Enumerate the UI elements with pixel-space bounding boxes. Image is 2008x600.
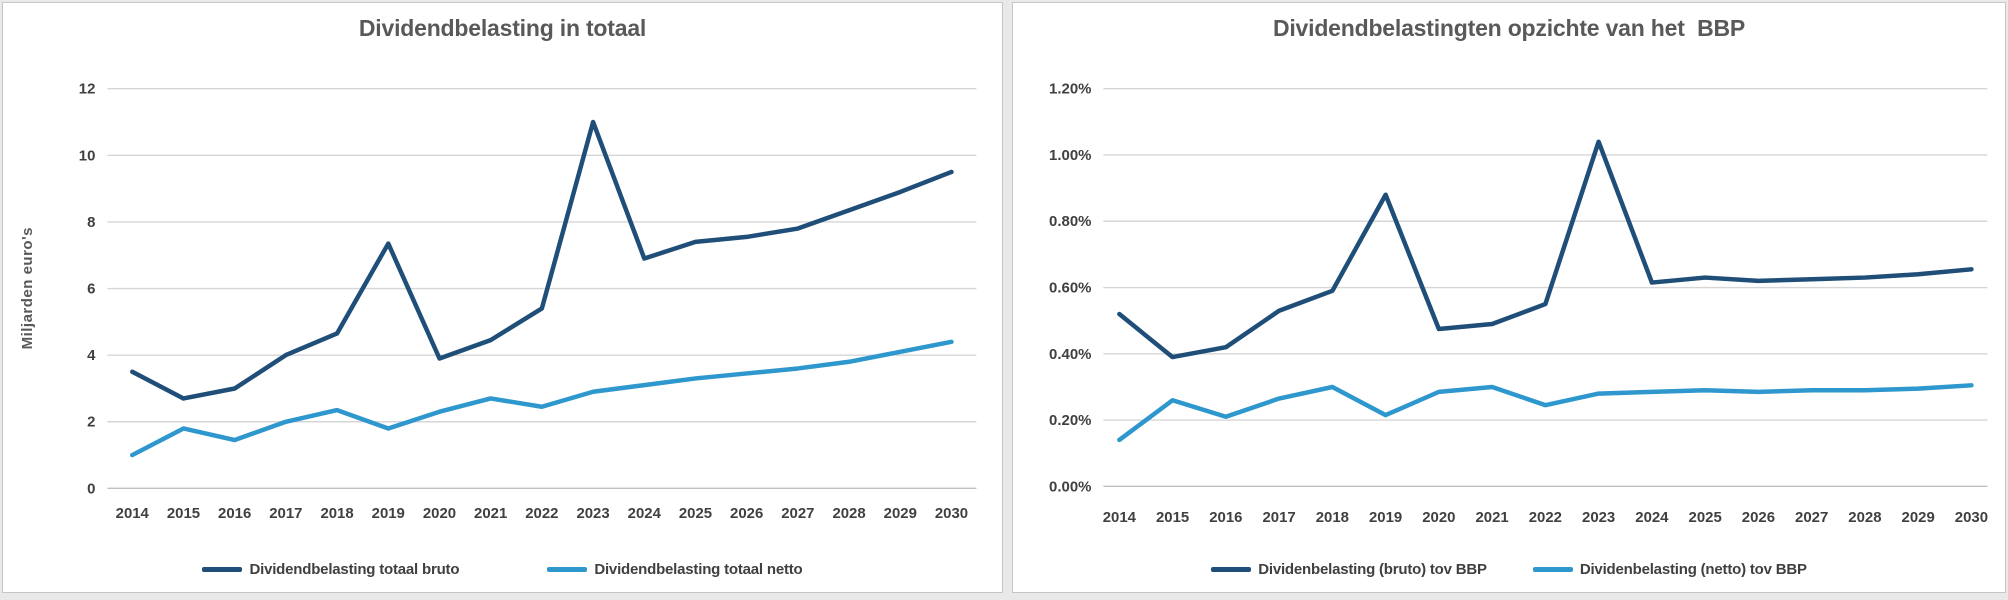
x-tick-label: 2014: [1103, 509, 1137, 526]
x-tick-label: 2028: [1848, 509, 1881, 526]
legend-label: Dividendbelasting totaal bruto: [249, 561, 460, 578]
y-tick-label: 6: [87, 281, 95, 298]
series-line: [130, 119, 954, 401]
chart-panel-dividend-totaal: Dividendbelasting in totaal Miljarden eu…: [2, 2, 1003, 593]
x-tick-label: 2029: [884, 505, 917, 522]
y-tick-label: 0: [87, 480, 95, 497]
x-tick-label: 2022: [1529, 509, 1562, 526]
chart-panel-dividend-bbp: Dividendbelastingten opzichte van het BB…: [1012, 2, 2006, 593]
x-tick-label: 2016: [1209, 509, 1242, 526]
y-tick-label: 1.00%: [1049, 147, 1091, 164]
chart-title: Dividendbelasting in totaal: [358, 15, 647, 41]
x-tick-label: 2027: [1795, 509, 1828, 526]
chart-legend: Dividendbelasting totaal bruto Dividendbe…: [3, 561, 1002, 578]
x-tick-label: 2015: [167, 505, 200, 522]
y-tick-label: 0.60%: [1049, 280, 1091, 297]
x-tick-label: 2025: [1689, 509, 1722, 526]
legend-item: Dividendbelasting totaal netto: [547, 561, 803, 578]
x-tick-label: 2019: [1369, 509, 1402, 526]
y-tick-label: 10: [79, 147, 96, 164]
legend-item: Dividenbelasting (netto) tov BBP: [1532, 561, 1807, 578]
series-line: [130, 339, 954, 458]
x-tick-label: 2017: [269, 505, 302, 522]
x-tick-label: 2024: [628, 505, 662, 522]
x-tick-label: 2026: [1742, 509, 1775, 526]
y-tick-label: 12: [79, 81, 96, 98]
y-tick-label: 0.00%: [1049, 478, 1091, 495]
legend-label: Dividendbelasting totaal netto: [594, 561, 803, 578]
legend-swatch-icon: [547, 567, 588, 572]
series-line: [1117, 383, 1974, 443]
x-tick-label: 2019: [372, 505, 405, 522]
line-chart-dividend-bbp: 0.00% 0.20% 0.40% 0.60% 0.80% 1.00% 1.20% 2014 2…: [1049, 81, 1988, 527]
y-tick-label: 8: [87, 214, 95, 231]
legend-swatch-icon: [1211, 567, 1252, 572]
x-tick-label: 2021: [474, 505, 507, 522]
line-chart-dividend-totaal: 0 2 4 6 8 10 12 2014 2015 2016 2017 2018 2019 2020 202…: [79, 81, 977, 522]
x-tick-label: 2017: [1262, 509, 1295, 526]
legend-item: Dividenbelasting (bruto) tov BBP: [1211, 561, 1487, 578]
x-tick-label: 2028: [832, 505, 865, 522]
legend-item: Dividendbelasting totaal bruto: [202, 561, 460, 578]
x-tick-label: 2018: [1316, 509, 1349, 526]
x-tick-label: 2029: [1902, 509, 1935, 526]
x-tick-label: 2014: [116, 505, 150, 522]
y-tick-label: 0.40%: [1049, 346, 1091, 363]
legend-label: Dividenbelasting (netto) tov BBP: [1579, 561, 1807, 578]
legend-label: Dividenbelasting (bruto) tov BBP: [1258, 561, 1487, 578]
y-tick-label: 4: [87, 347, 96, 364]
x-tick-label: 2030: [935, 505, 968, 522]
chart-legend: Dividenbelasting (bruto) tov BBP Dividenb…: [1013, 561, 2005, 578]
y-tick-label: 2: [87, 414, 95, 431]
x-tick-label: 2030: [1955, 509, 1988, 526]
x-tick-label: 2015: [1156, 509, 1189, 526]
series-line: [1117, 139, 1974, 360]
x-tick-label: 2024: [1635, 509, 1669, 526]
x-tick-label: 2023: [1582, 509, 1615, 526]
x-tick-label: 2026: [730, 505, 763, 522]
y-tick-label: 1.20%: [1049, 81, 1091, 98]
x-tick-label: 2025: [679, 505, 712, 522]
chart-title: Dividendbelastingten opzichte van het BB…: [1272, 15, 1746, 41]
y-tick-label: 0.20%: [1049, 412, 1091, 429]
legend-swatch-icon: [1532, 567, 1573, 572]
x-tick-label: 2018: [320, 505, 353, 522]
x-tick-label: 2023: [576, 505, 609, 522]
x-tick-label: 2016: [218, 505, 251, 522]
x-tick-label: 2021: [1476, 509, 1509, 526]
x-tick-label: 2027: [781, 505, 814, 522]
y-tick-label: 0.80%: [1049, 213, 1091, 230]
legend-swatch-icon: [202, 567, 243, 572]
x-tick-label: 2022: [525, 505, 558, 522]
x-tick-label: 2020: [423, 505, 456, 522]
x-tick-label: 2020: [1422, 509, 1455, 526]
